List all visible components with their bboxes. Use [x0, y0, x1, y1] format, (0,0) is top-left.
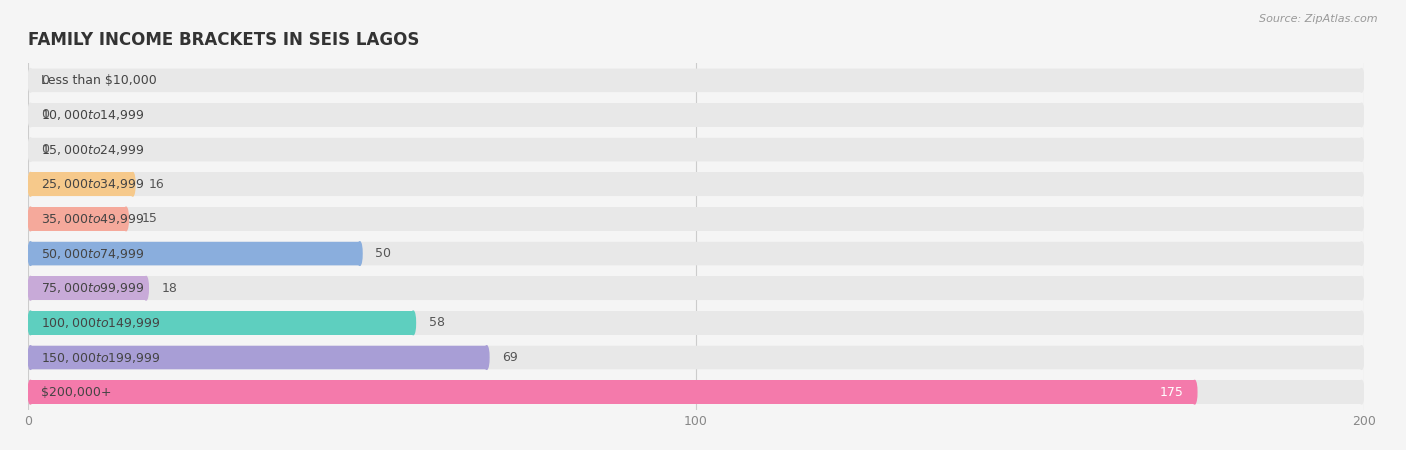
Circle shape: [28, 346, 32, 369]
Circle shape: [28, 68, 32, 92]
Text: $75,000 to $99,999: $75,000 to $99,999: [42, 281, 145, 295]
Circle shape: [28, 207, 32, 231]
Bar: [31, 242, 360, 266]
FancyBboxPatch shape: [31, 276, 1361, 300]
Circle shape: [1360, 138, 1364, 162]
Circle shape: [1360, 103, 1364, 127]
Bar: [31, 346, 1361, 369]
Text: FAMILY INCOME BRACKETS IN SEIS LAGOS: FAMILY INCOME BRACKETS IN SEIS LAGOS: [28, 31, 419, 49]
Circle shape: [124, 207, 128, 231]
Circle shape: [28, 346, 32, 369]
Text: 15: 15: [142, 212, 157, 225]
Circle shape: [28, 242, 32, 266]
Circle shape: [1360, 311, 1364, 335]
Text: 0: 0: [42, 74, 49, 87]
FancyBboxPatch shape: [31, 380, 1361, 404]
Text: 175: 175: [1160, 386, 1184, 399]
Circle shape: [1360, 346, 1364, 369]
Bar: [31, 242, 1361, 266]
Bar: [31, 172, 1361, 196]
Circle shape: [1360, 172, 1364, 196]
Text: $10,000 to $14,999: $10,000 to $14,999: [42, 108, 145, 122]
Text: Source: ZipAtlas.com: Source: ZipAtlas.com: [1260, 14, 1378, 23]
Text: $35,000 to $49,999: $35,000 to $49,999: [42, 212, 145, 226]
Bar: [31, 311, 413, 335]
Bar: [31, 276, 146, 300]
Circle shape: [28, 138, 32, 162]
Circle shape: [1360, 276, 1364, 300]
Text: 58: 58: [429, 316, 444, 329]
Circle shape: [28, 172, 32, 196]
FancyBboxPatch shape: [31, 346, 1361, 369]
Circle shape: [28, 242, 32, 266]
FancyBboxPatch shape: [31, 346, 486, 369]
Circle shape: [28, 172, 32, 196]
FancyBboxPatch shape: [31, 242, 1361, 266]
Circle shape: [28, 380, 32, 404]
Circle shape: [357, 242, 363, 266]
FancyBboxPatch shape: [31, 380, 1195, 404]
Text: 0: 0: [42, 108, 49, 122]
Circle shape: [1360, 242, 1364, 266]
Text: $25,000 to $34,999: $25,000 to $34,999: [42, 177, 145, 191]
Bar: [31, 276, 1361, 300]
Circle shape: [28, 103, 32, 127]
FancyBboxPatch shape: [31, 172, 132, 196]
Circle shape: [131, 172, 135, 196]
Circle shape: [28, 311, 32, 335]
Text: 16: 16: [149, 178, 165, 191]
Circle shape: [28, 276, 32, 300]
Bar: [31, 68, 1361, 92]
FancyBboxPatch shape: [31, 276, 146, 300]
Circle shape: [485, 346, 489, 369]
Text: $15,000 to $24,999: $15,000 to $24,999: [42, 143, 145, 157]
Bar: [31, 138, 1361, 162]
Bar: [31, 380, 1195, 404]
Circle shape: [143, 276, 149, 300]
Circle shape: [28, 380, 32, 404]
Text: $50,000 to $74,999: $50,000 to $74,999: [42, 247, 145, 261]
FancyBboxPatch shape: [31, 311, 413, 335]
Bar: [31, 172, 132, 196]
FancyBboxPatch shape: [31, 207, 127, 231]
Circle shape: [28, 207, 32, 231]
FancyBboxPatch shape: [31, 311, 1361, 335]
Text: $200,000+: $200,000+: [42, 386, 112, 399]
Text: 69: 69: [502, 351, 517, 364]
FancyBboxPatch shape: [31, 207, 1361, 231]
Bar: [31, 311, 1361, 335]
FancyBboxPatch shape: [31, 242, 360, 266]
FancyBboxPatch shape: [31, 138, 1361, 162]
Bar: [31, 346, 486, 369]
FancyBboxPatch shape: [31, 172, 1361, 196]
FancyBboxPatch shape: [31, 68, 1361, 92]
Text: Less than $10,000: Less than $10,000: [42, 74, 157, 87]
Bar: [31, 103, 1361, 127]
Bar: [31, 380, 1361, 404]
Circle shape: [28, 276, 32, 300]
Text: $100,000 to $149,999: $100,000 to $149,999: [42, 316, 160, 330]
Circle shape: [28, 311, 32, 335]
Text: $150,000 to $199,999: $150,000 to $199,999: [42, 351, 160, 364]
Circle shape: [411, 311, 416, 335]
Text: 18: 18: [162, 282, 177, 295]
Circle shape: [1360, 207, 1364, 231]
Bar: [31, 207, 1361, 231]
Circle shape: [1192, 380, 1197, 404]
Circle shape: [1360, 380, 1364, 404]
Circle shape: [1360, 68, 1364, 92]
FancyBboxPatch shape: [31, 103, 1361, 127]
Bar: [31, 207, 127, 231]
Text: 50: 50: [375, 247, 391, 260]
Text: 0: 0: [42, 143, 49, 156]
